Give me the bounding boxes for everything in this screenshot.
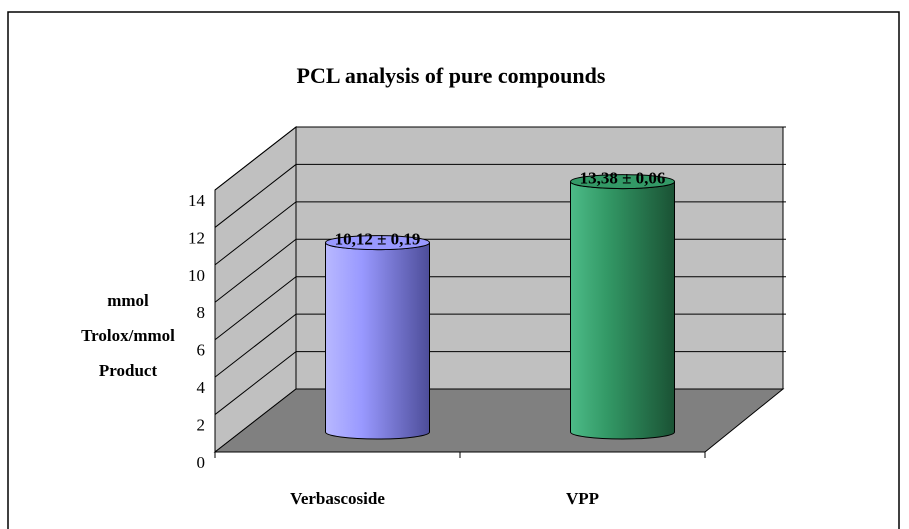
value-label: 13,38 ± 0,06 [580,169,666,188]
grid-line [214,163,786,228]
floor [213,388,785,453]
x-tick-label: VPP [566,489,599,508]
y-tick-label: 10 [188,266,205,285]
bar-top [570,174,675,190]
y-tick-label: 0 [197,453,206,472]
y-tick-label: 6 [197,341,206,360]
bar [325,242,430,440]
grid-line [214,126,786,191]
y-label: mmol [107,291,149,310]
y-tick-label: 4 [197,378,206,397]
value-label: 10,12 ± 0,19 [335,230,421,249]
y-label: Product [99,361,158,380]
y-tick-label: 14 [188,191,206,210]
y-tick-label: 12 [188,228,205,247]
chart-title: PCL analysis of pure compounds [297,63,606,88]
bar [570,181,675,440]
x-tick-label: Verbascoside [290,489,385,508]
y-tick-label: 8 [197,303,206,322]
y-tick-label: 2 [197,415,206,434]
bar-top [325,235,430,251]
y-label: Trolox/mmol [81,326,175,345]
